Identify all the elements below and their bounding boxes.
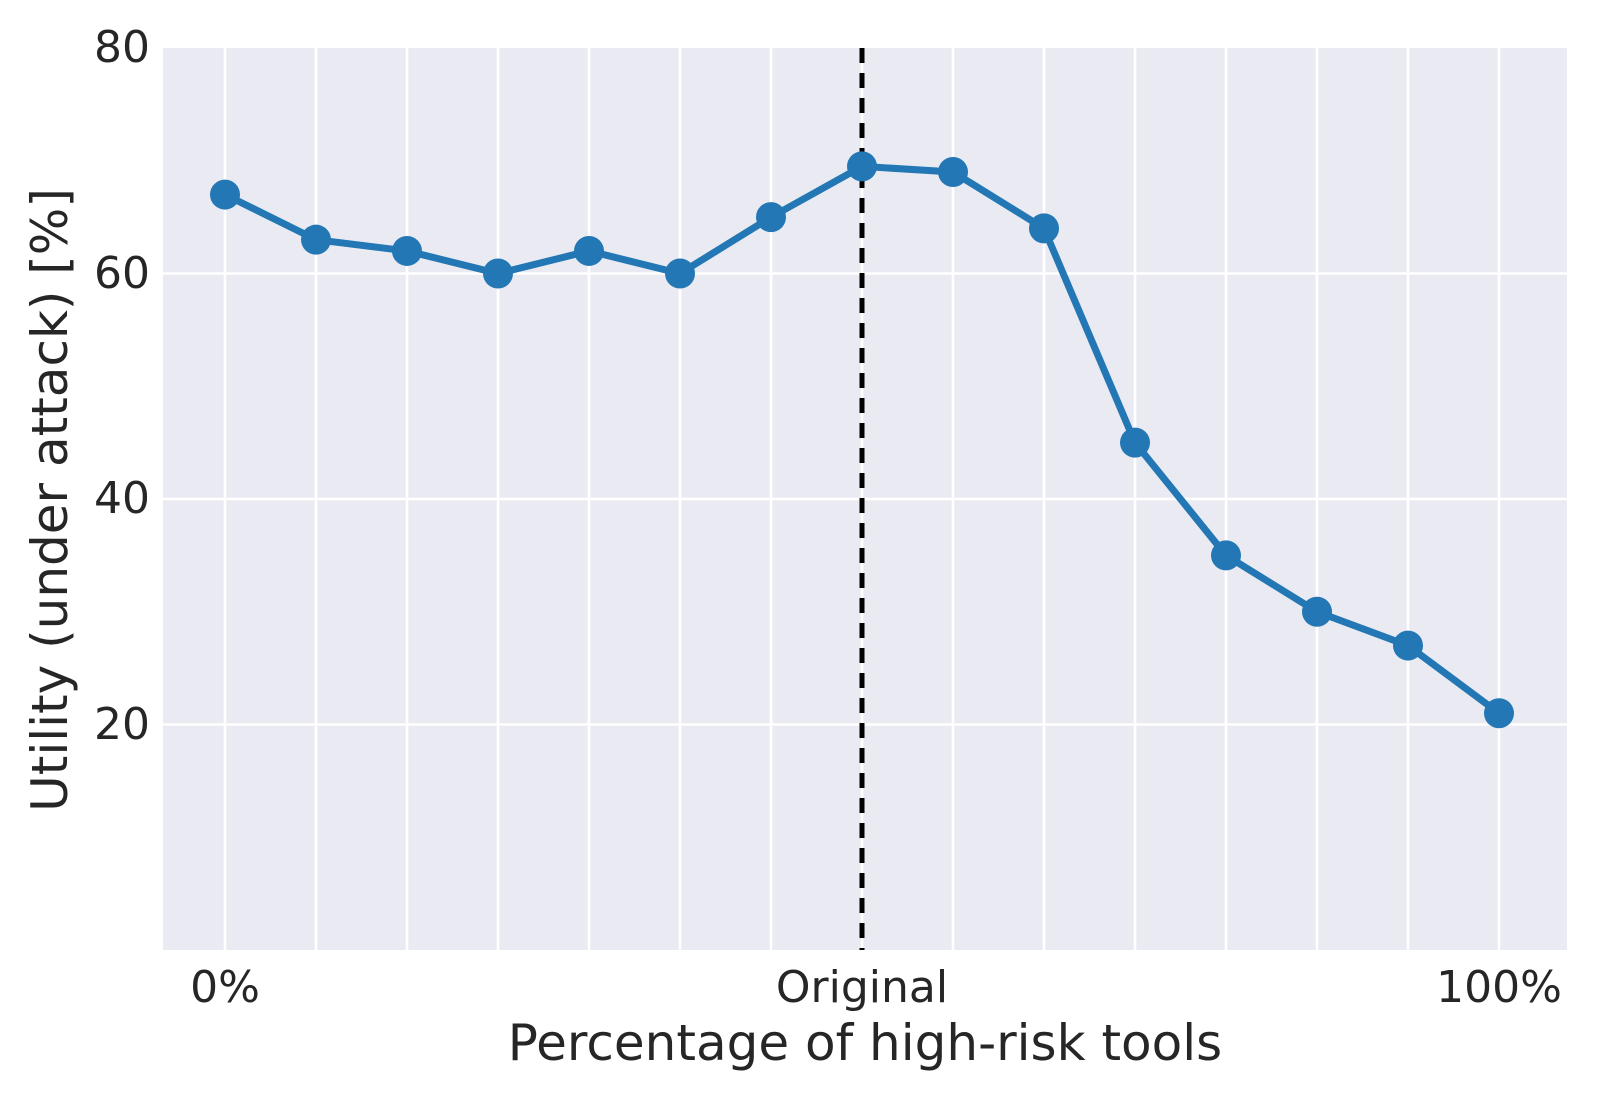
data-point-marker	[392, 235, 422, 266]
x-tick-label: 0%	[190, 962, 260, 1013]
data-point-marker	[1029, 213, 1059, 244]
data-point-marker	[756, 202, 786, 233]
data-point-marker	[847, 151, 877, 182]
data-point-marker	[1211, 540, 1241, 571]
y-tick-label: 80	[94, 22, 150, 73]
data-point-marker	[301, 224, 331, 255]
data-point-marker	[483, 258, 513, 289]
data-point-marker	[210, 179, 240, 210]
data-point-marker	[1302, 596, 1332, 627]
y-tick-label: 40	[94, 473, 150, 524]
data-point-marker	[574, 235, 604, 266]
x-tick-label: Original	[775, 962, 949, 1013]
x-tick-label: 100%	[1436, 962, 1562, 1013]
data-point-marker	[938, 157, 968, 188]
data-point-marker	[1393, 630, 1423, 661]
y-tick-label: 20	[94, 698, 150, 750]
x-axis-label: Percentage of high-risk tools	[507, 1014, 1223, 1072]
data-point-marker	[1120, 427, 1150, 458]
y-tick-label: 60	[94, 247, 150, 299]
data-point-marker	[665, 258, 695, 289]
data-point-marker	[1484, 698, 1514, 729]
